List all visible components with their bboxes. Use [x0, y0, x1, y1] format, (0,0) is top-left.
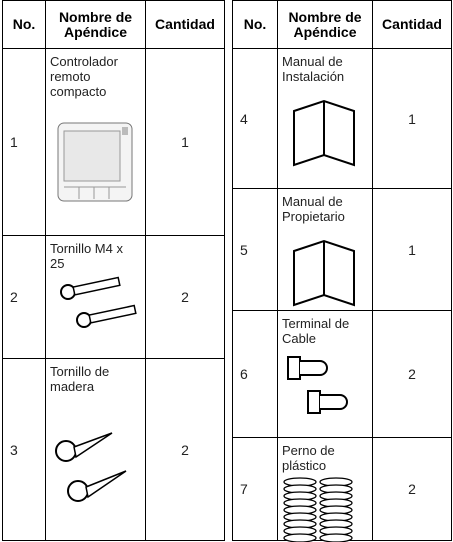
- number-cell-text: 3: [10, 441, 18, 458]
- quantity-cell-text: 1: [181, 134, 189, 150]
- header-cell-text: Nombre de Apéndice: [58, 8, 133, 40]
- number-cell: 1: [2, 48, 46, 236]
- number-cell-text: 5: [240, 241, 248, 258]
- name-cell-text: Tornillo M4 x 25: [50, 241, 123, 271]
- quantity-cell: 2: [372, 310, 452, 438]
- item-icon: [283, 477, 353, 542]
- number-cell-text: 4: [240, 110, 248, 127]
- item-icon: [55, 432, 127, 502]
- number-cell: 7: [232, 437, 278, 541]
- quantity-cell: 2: [145, 358, 225, 541]
- header-cell: Nombre de Apéndice: [45, 0, 146, 49]
- header-cell: Cantidad: [372, 0, 452, 49]
- name-cell: Controlador remoto compacto: [45, 48, 146, 236]
- number-cell: 4: [232, 48, 278, 189]
- header-cell: No.: [232, 0, 278, 49]
- name-cell: Terminal de Cable: [277, 310, 373, 438]
- header-cell-text: No.: [243, 16, 267, 32]
- number-cell-text: 6: [240, 366, 248, 382]
- item-icon: [60, 276, 137, 328]
- quantity-cell: 1: [145, 48, 225, 236]
- quantity-cell: 1: [372, 188, 452, 311]
- name-cell-text: Terminal de Cable: [282, 316, 350, 346]
- quantity-cell-text: 2: [181, 289, 189, 305]
- name-cell: Tornillo de madera: [45, 358, 146, 541]
- header-cell-text: No.: [12, 16, 36, 32]
- number-cell-text: 7: [240, 481, 248, 497]
- quantity-cell-text: 2: [181, 441, 189, 458]
- number-cell: 2: [2, 235, 46, 359]
- quantity-cell: 1: [372, 48, 452, 189]
- name-cell: Perno de plástico: [277, 437, 373, 542]
- quantity-cell-text: 2: [408, 481, 416, 497]
- header-cell: Cantidad: [145, 0, 225, 49]
- quantity-cell: 2: [372, 437, 452, 541]
- quantity-cell-text: 1: [408, 110, 416, 127]
- number-cell: 5: [232, 188, 278, 311]
- name-cell-text: Controlador remoto compacto: [50, 54, 118, 99]
- name-cell: Manual de Instalación: [277, 48, 373, 189]
- header-cell-text: Cantidad: [155, 16, 215, 32]
- header-cell: Nombre de Apéndice: [277, 0, 373, 49]
- name-cell: Manual de Propietario: [277, 188, 373, 311]
- item-icon: [57, 122, 133, 202]
- item-icon: [287, 356, 348, 414]
- header-cell: No.: [2, 0, 46, 49]
- name-cell-text: Tornillo de madera: [50, 364, 110, 394]
- header-cell-text: Nombre de Apéndice: [288, 8, 362, 40]
- name-cell-text: Manual de Instalación: [282, 54, 345, 84]
- item-icon: [293, 239, 355, 307]
- item-icon: [293, 99, 355, 167]
- name-cell-text: Manual de Propietario: [282, 194, 345, 224]
- number-cell-text: 2: [10, 289, 18, 305]
- number-cell: 3: [2, 358, 46, 541]
- number-cell-text: 1: [10, 134, 18, 150]
- header-cell-text: Cantidad: [382, 16, 442, 32]
- name-cell-text: Perno de plástico: [282, 443, 335, 473]
- quantity-cell-text: 2: [408, 366, 416, 382]
- quantity-cell-text: 1: [408, 241, 416, 258]
- number-cell: 6: [232, 310, 278, 438]
- name-cell: Tornillo M4 x 25: [45, 235, 146, 359]
- quantity-cell: 2: [145, 235, 225, 359]
